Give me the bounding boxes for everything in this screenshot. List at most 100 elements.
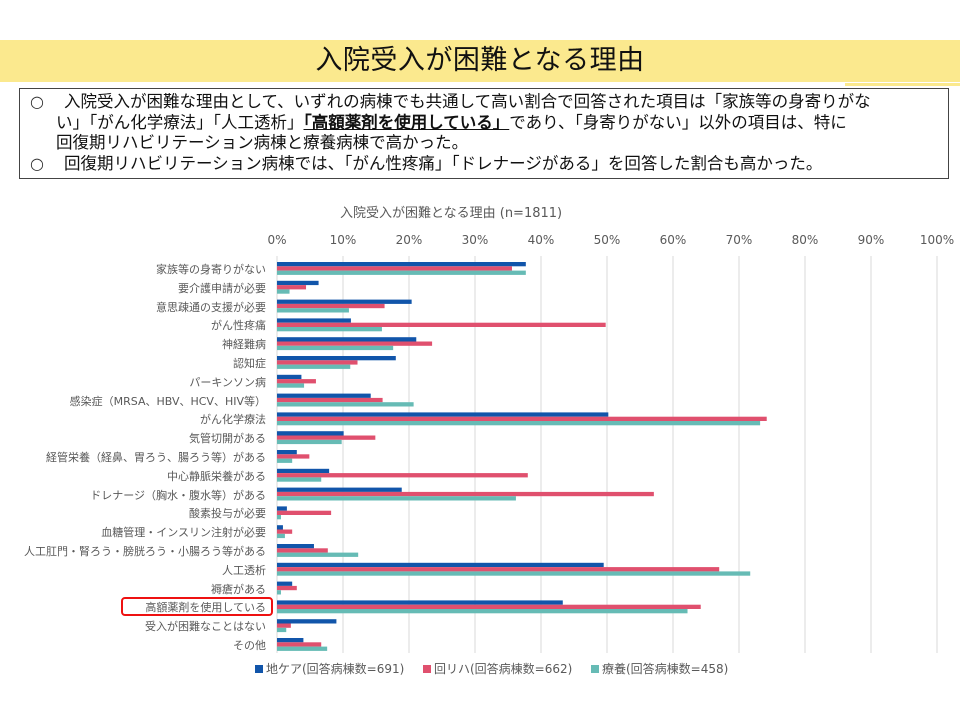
bar-ryoyo xyxy=(277,270,526,275)
bar-chiiki-care xyxy=(277,412,609,417)
bar-chiiki-care xyxy=(277,374,302,380)
bar-kaifukuki-rehab xyxy=(277,379,316,384)
summary-bullet-2: ○ xyxy=(30,154,44,173)
bar-kaifukuki-rehab xyxy=(277,510,332,515)
x-tick-label: 100% xyxy=(919,233,955,247)
bar-ryoyo xyxy=(277,364,351,369)
bar-kaifukuki-rehab xyxy=(277,473,528,478)
title-band-accent-line xyxy=(845,83,960,86)
category-label: 血糖管理・インスリン注射が必要 xyxy=(101,526,266,540)
summary-line-2a: い」「がん化学療法」「人工透析」 xyxy=(56,113,304,132)
bar-chiiki-care xyxy=(277,468,330,474)
bar-ryoyo xyxy=(277,533,285,539)
legend-swatch xyxy=(423,665,431,673)
legend-swatch xyxy=(591,665,599,673)
bar-kaifukuki-rehab xyxy=(277,548,328,553)
chart-title: 入院受入が困難となる理由 (n=1811) xyxy=(340,206,563,221)
category-label: 意思疎通の支援が必要 xyxy=(156,300,266,314)
category-label: がん性疼痛 xyxy=(211,319,266,333)
bar-kaifukuki-rehab xyxy=(277,322,606,327)
category-label: 褥瘡がある xyxy=(211,582,266,596)
category-label: パーキンソン病 xyxy=(189,375,266,389)
bar-kaifukuki-rehab xyxy=(277,642,322,647)
bar-kaifukuki-rehab xyxy=(277,567,720,572)
x-tick-label: 40% xyxy=(527,233,555,247)
bar-ryoyo xyxy=(277,402,414,407)
x-tick-label: 80% xyxy=(791,233,819,247)
category-label: 認知症 xyxy=(233,357,266,370)
category-label: 神経難病 xyxy=(222,338,266,352)
bar-kaifukuki-rehab xyxy=(277,285,307,290)
bar-ryoyo xyxy=(277,289,290,294)
bar-chiiki-care xyxy=(277,544,314,549)
bar-chiiki-care xyxy=(277,562,604,568)
summary-line-1: 入院受入が困難な理由として、いずれの病棟でも共通して高い割合で回答された項目は「… xyxy=(64,92,871,111)
category-label: 酸素投与が必要 xyxy=(189,507,266,521)
category-label: 中心静脈栄養がある xyxy=(167,469,266,483)
bar-ryoyo xyxy=(277,496,516,501)
category-label: その他 xyxy=(233,639,266,652)
bar-ryoyo xyxy=(277,627,287,633)
bar-ryoyo xyxy=(277,458,293,463)
bar-ryoyo xyxy=(277,477,322,482)
bar-ryoyo xyxy=(277,646,328,651)
bar-kaifukuki-rehab xyxy=(277,341,433,346)
category-label: 家族等の身寄りがない xyxy=(156,263,266,276)
bar-chiiki-care xyxy=(277,581,293,586)
legend-label: 地ケア(回答病棟数=691) xyxy=(266,662,405,676)
bar-chiiki-care xyxy=(277,600,563,605)
bar-chiiki-care xyxy=(277,619,337,624)
bar-chiiki-care xyxy=(277,431,344,436)
highlight-box-high-cost-drugs xyxy=(121,597,273,616)
bar-kaifukuki-rehab xyxy=(277,623,291,628)
category-label: 人工透析 xyxy=(222,563,266,577)
category-label: 高額薬剤を使用している xyxy=(145,601,266,615)
bar-kaifukuki-rehab xyxy=(277,529,293,534)
bar-ryoyo xyxy=(277,552,359,557)
bar-kaifukuki-rehab xyxy=(277,360,358,365)
bar-chiiki-care xyxy=(277,299,412,304)
bar-chiiki-care xyxy=(277,525,283,530)
bar-kaifukuki-rehab xyxy=(277,397,383,403)
category-label: 気管切開がある xyxy=(189,432,266,446)
bar-kaifukuki-rehab xyxy=(277,416,767,421)
bar-kaifukuki-rehab xyxy=(277,303,385,309)
bar-kaifukuki-rehab xyxy=(277,454,310,459)
legend-label: 療養(回答病棟数=458) xyxy=(602,662,729,676)
bar-ryoyo xyxy=(277,383,305,388)
bar-kaifukuki-rehab xyxy=(277,491,654,497)
category-label: がん化学療法 xyxy=(200,413,266,427)
x-tick-label: 10% xyxy=(329,233,357,247)
legend-item: 地ケア(回答病棟数=691) xyxy=(255,660,404,677)
x-tick-label: 50% xyxy=(593,233,621,247)
summary-line-4: 回復期リハビリテーション病棟では、「がん性疼痛」「ドレナージがある」を回答した割… xyxy=(64,154,823,173)
bar-ryoyo xyxy=(277,590,281,595)
bar-kaifukuki-rehab xyxy=(277,435,376,440)
bar-chiiki-care xyxy=(277,506,287,511)
x-tick-label: 30% xyxy=(461,233,489,247)
bar-chiiki-care xyxy=(277,393,371,398)
x-tick-label: 20% xyxy=(395,233,423,247)
bar-kaifukuki-rehab xyxy=(277,585,297,591)
bar-ryoyo xyxy=(277,609,688,614)
summary-line-2: い」「がん化学療法」「人工透析」「高額薬剤を使用している」であり、「身寄りがない… xyxy=(56,113,847,133)
x-tick-label: 70% xyxy=(725,233,753,247)
bar-ryoyo xyxy=(277,327,382,332)
x-tick-label: 60% xyxy=(659,233,687,247)
bar-chiiki-care xyxy=(277,450,297,455)
legend-item: 回リハ(回答病棟数=662) xyxy=(423,660,572,677)
bar-chiiki-care xyxy=(277,262,526,267)
bar-kaifukuki-rehab xyxy=(277,266,512,271)
category-label: 受入が困難なことはない xyxy=(145,620,266,634)
summary-highlight: 「高額薬剤を使用している」 xyxy=(303,113,510,132)
legend-swatch xyxy=(255,665,263,673)
title-band xyxy=(0,40,960,82)
bar-ryoyo xyxy=(277,345,394,351)
summary-bullet-1: ○ xyxy=(30,92,44,111)
legend-item: 療養(回答病棟数=458) xyxy=(591,660,728,677)
bar-ryoyo xyxy=(277,308,349,313)
x-tick-label: 90% xyxy=(857,233,885,247)
page-title: 入院受入が困難となる理由 xyxy=(315,45,645,76)
category-label: 経管栄養（経鼻、胃ろう、腸ろう等）がある xyxy=(46,451,266,464)
